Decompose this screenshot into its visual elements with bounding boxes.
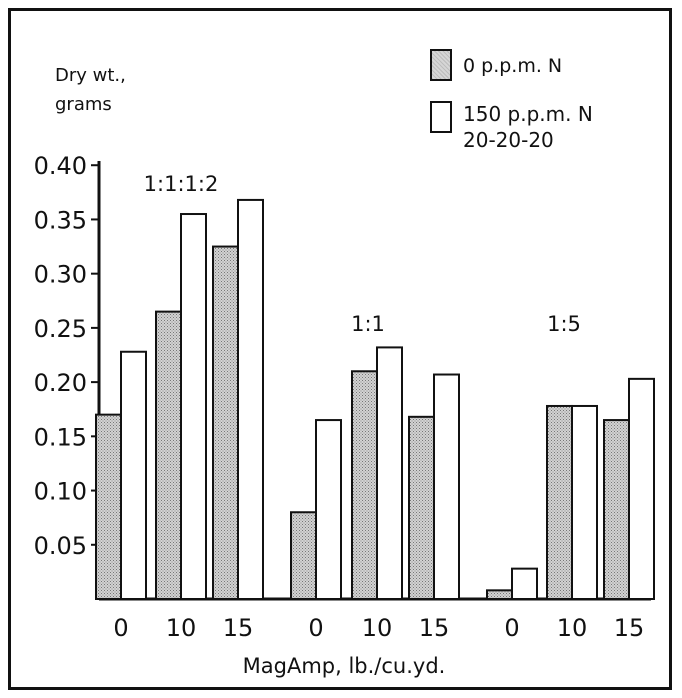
bar-0ppm xyxy=(95,413,122,600)
y-tick-label: 0.25 xyxy=(34,315,87,343)
y-tick-label: 0.15 xyxy=(34,423,87,451)
bar-150ppm xyxy=(628,377,655,601)
y-tick-label: 0.40 xyxy=(34,152,87,180)
bar-150ppm xyxy=(433,373,460,600)
y-tick-label: 0.35 xyxy=(34,206,87,234)
x-tick-label: 10 xyxy=(166,614,197,642)
legend-swatch-0ppm xyxy=(430,49,452,81)
x-tick-label: 15 xyxy=(223,614,254,642)
bar-150ppm xyxy=(180,213,207,600)
legend-label-0ppm: 0 p.p.m. N xyxy=(463,55,563,77)
x-tick-label: 10 xyxy=(557,614,588,642)
y-tick-label: 0.30 xyxy=(34,261,87,289)
bar-chart: 0.05 0.10 0.15 0.20 0.25 0.30 0.35 0.40 0 10 15 1:1… xyxy=(34,152,655,678)
group-label: 1:1:1:2 xyxy=(144,172,219,196)
bar-0ppm xyxy=(546,404,573,601)
bar-150ppm xyxy=(120,350,147,600)
bar-150ppm xyxy=(315,419,342,601)
x-tick-label: 0 xyxy=(113,614,128,642)
bar-150ppm xyxy=(237,198,264,600)
y-tick-label: 0.20 xyxy=(34,369,87,397)
bar-0ppm xyxy=(603,419,630,601)
bar-0ppm xyxy=(155,310,182,600)
bar-150ppm xyxy=(571,404,598,601)
legend-label-150ppm: 150 p.p.m. N 20-20-20 xyxy=(463,102,593,152)
bar-0ppm xyxy=(486,589,513,601)
x-tick-label: 15 xyxy=(419,614,450,642)
y-tick-label: 0.10 xyxy=(34,478,87,506)
x-tick-label: 15 xyxy=(614,614,645,642)
group-label: 1:1 xyxy=(351,312,385,336)
bar-0ppm xyxy=(290,511,317,600)
legend-swatch-150ppm xyxy=(430,101,452,133)
group-label: 1:5 xyxy=(547,312,581,336)
bar-0ppm xyxy=(408,415,435,600)
bar-0ppm xyxy=(351,370,378,600)
x-tick-label: 0 xyxy=(504,614,519,642)
x-axis-label: MagAmp, lb./cu.yd. xyxy=(243,654,446,678)
bar-150ppm xyxy=(511,567,538,601)
x-tick-label: 0 xyxy=(308,614,323,642)
bar-0ppm xyxy=(212,245,239,601)
y-tick-label: 0.05 xyxy=(34,532,87,560)
x-tick-label: 10 xyxy=(362,614,393,642)
chart-frame: 0.05 0.10 0.15 0.20 0.25 0.30 0.35 0.40 0 10 15 1:1… xyxy=(8,8,672,690)
y-axis-label: Dry wt., grams xyxy=(55,65,126,115)
bar-150ppm xyxy=(376,346,403,600)
